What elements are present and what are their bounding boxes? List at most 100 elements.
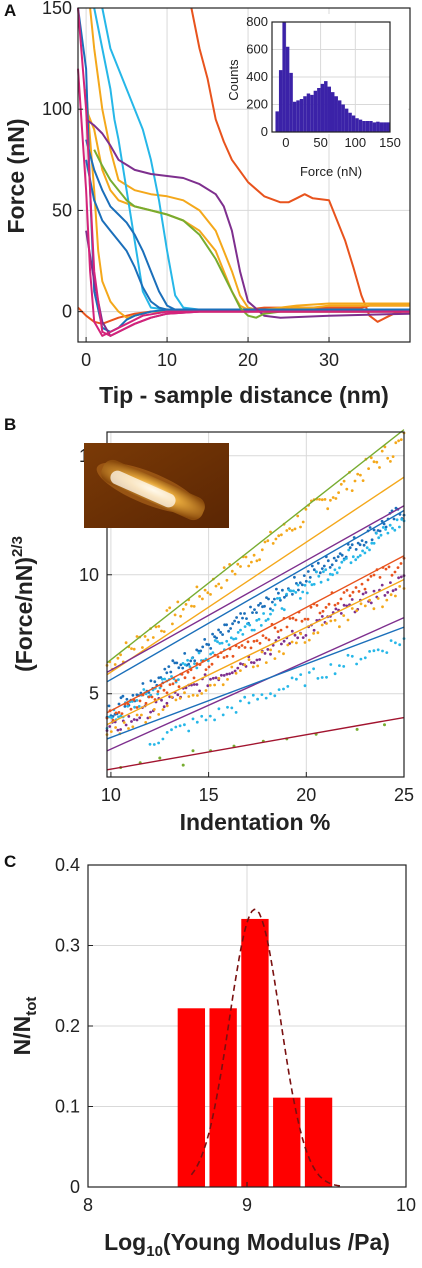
data-point (342, 614, 346, 617)
data-point (285, 529, 289, 532)
data-point (282, 608, 286, 612)
data-point (296, 583, 300, 587)
data-point (338, 625, 341, 629)
data-point (364, 591, 368, 594)
data-point (219, 630, 223, 634)
data-point (228, 672, 232, 676)
data-point (239, 565, 242, 568)
data-point (359, 602, 363, 606)
data-point (241, 616, 244, 620)
data-point (181, 662, 185, 665)
data-point (379, 533, 383, 537)
data-point (363, 656, 367, 660)
x-tick-label: 9 (242, 1195, 252, 1215)
data-point (324, 568, 328, 572)
data-point (320, 498, 324, 502)
afm-image-inset (84, 443, 229, 528)
data-point (286, 685, 290, 688)
data-point (266, 617, 270, 621)
panel-b-frame (106, 431, 405, 778)
data-point (338, 566, 341, 570)
data-point (363, 587, 367, 591)
data-point (334, 559, 338, 562)
data-point (181, 607, 185, 611)
data-point (361, 549, 364, 553)
data-point (293, 527, 297, 531)
data-point (333, 618, 337, 622)
data-point (233, 619, 237, 623)
data-point (264, 619, 268, 622)
data-point (157, 741, 161, 745)
data-point (277, 688, 281, 691)
data-point (163, 677, 167, 681)
inset-histogram-bar (355, 118, 359, 132)
data-point (141, 646, 144, 649)
x-tick-label: 30 (319, 350, 339, 370)
data-point (229, 636, 233, 640)
data-point (342, 591, 346, 594)
data-point (301, 520, 305, 524)
data-point (269, 652, 272, 656)
data-point (110, 716, 113, 720)
fit-line-6 (106, 626, 405, 740)
data-point (109, 730, 113, 733)
data-point (358, 554, 362, 557)
data-point (189, 659, 193, 663)
data-point (299, 673, 303, 676)
data-point (375, 531, 378, 535)
data-point (252, 553, 256, 557)
data-point (282, 652, 285, 656)
data-point (279, 628, 283, 632)
data-point (117, 702, 121, 706)
data-point (398, 525, 401, 529)
data-point (342, 558, 346, 562)
data-point (372, 649, 376, 653)
data-point (259, 624, 263, 627)
data-point (157, 625, 161, 628)
data-point (260, 548, 264, 552)
data-point (129, 707, 133, 711)
panel-label-b: B (4, 415, 16, 434)
data-point (142, 688, 146, 691)
data-point (267, 597, 270, 601)
data-point (288, 617, 292, 620)
data-point (161, 708, 165, 711)
data-point (258, 558, 261, 562)
data-point (256, 664, 260, 668)
data-point (174, 679, 178, 683)
data-point (243, 695, 247, 699)
data-point (377, 536, 381, 540)
data-point (233, 669, 237, 673)
data-point (227, 643, 231, 647)
data-point (292, 589, 295, 593)
gaussian-fit-curve (190, 908, 343, 1187)
data-point (214, 676, 218, 680)
data-point (330, 563, 334, 567)
data-point (191, 693, 195, 697)
data-point (331, 573, 334, 577)
data-point (135, 699, 139, 702)
y-tick-label: 0.2 (55, 1016, 80, 1036)
data-point (108, 725, 112, 728)
data-point (260, 650, 264, 654)
data-point (280, 533, 283, 537)
data-point (293, 575, 296, 579)
panel-b-y-axis-label-exponent: 2/3 (9, 536, 26, 557)
data-point (167, 665, 171, 668)
data-point (271, 542, 275, 545)
data-point (319, 580, 323, 584)
data-point (217, 582, 221, 586)
inset-histogram-bar (275, 111, 279, 132)
data-point (234, 637, 238, 640)
data-point (162, 705, 166, 709)
data-point (312, 632, 315, 635)
data-point (171, 622, 174, 626)
data-point (297, 588, 300, 592)
inset-histogram-bar (313, 90, 318, 132)
data-point (144, 701, 148, 705)
data-point (360, 582, 364, 586)
data-point (148, 742, 152, 746)
data-point (325, 675, 328, 679)
data-point (329, 619, 333, 623)
